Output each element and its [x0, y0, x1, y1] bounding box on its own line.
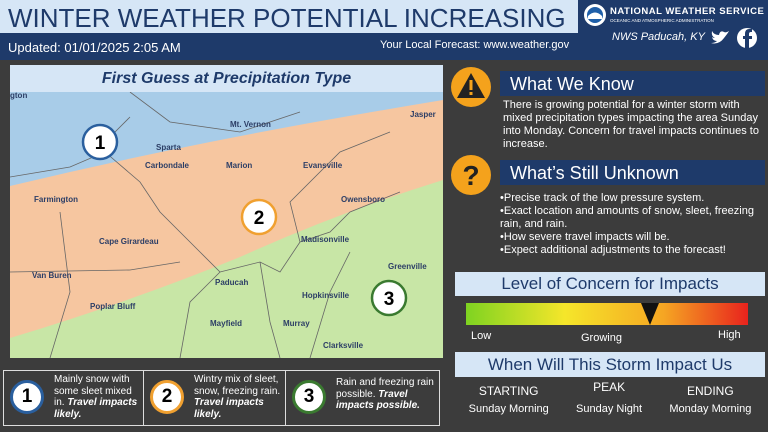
city: Van Buren [32, 271, 72, 280]
office: NWS Paducah, KY [612, 31, 705, 43]
warning-icon [451, 67, 491, 107]
know-bar: What We Know [500, 71, 765, 96]
legend-desc: Rain and freezing rain possible. [336, 377, 434, 400]
zone-label: 2 [254, 208, 265, 229]
city: Mayfield [210, 319, 242, 328]
concern-low: Low [471, 330, 492, 342]
title: WINTER WEATHER POTENTIAL INCREASING [8, 3, 566, 33]
legend-text: Rain and freezing rain possible. Travel … [336, 377, 436, 412]
timing-title: When Will This Storm Impact Us [455, 352, 765, 377]
timing-label: PEAK [593, 380, 626, 394]
bullet: •Expect additional adjustments to the fo… [500, 244, 726, 256]
timing-col: PEAK Sunday Night [576, 380, 642, 415]
social-icons [711, 28, 757, 48]
map: gton Mt. Vernon Jasper Sparta Evansville… [10, 92, 443, 358]
timing-label: STARTING [478, 384, 539, 398]
legend-impact: Travel impacts likely. [194, 397, 264, 420]
timing-value: Monday Morning [669, 403, 752, 415]
legend-number: 2 [150, 380, 184, 414]
legend-desc: Wintry mix of sleet, snow, freezing rain… [194, 374, 281, 397]
know-text: There is growing potential for a winter … [503, 99, 759, 150]
city: Evansville [303, 161, 343, 170]
city: Greenville [388, 262, 427, 271]
zone-markers: 1 2 3 [81, 123, 408, 317]
city: Owensboro [341, 195, 385, 204]
unknown-list: •Precise track of the low pressure syste… [500, 192, 762, 257]
concern-growing: Growing [581, 332, 622, 344]
legend-desc: Mainly snow with some sleet mixed in. [54, 374, 132, 408]
city: Marion [226, 161, 252, 170]
zone-label: 3 [384, 289, 395, 310]
agency-block: NATIONAL WEATHER SERVICE OCEANIC AND ATM… [578, 0, 768, 60]
legend-text: Wintry mix of sleet, snow, freezing rain… [194, 374, 284, 420]
concern-scale [466, 303, 748, 325]
subheader: Updated: 01/01/2025 2:05 AM Your Local F… [0, 33, 578, 60]
timing-label: ENDING [687, 384, 734, 398]
question-icon: ? [451, 155, 491, 195]
legend-number: 1 [10, 380, 44, 414]
noaa-logo [584, 4, 606, 26]
timing-value: Sunday Morning [468, 403, 549, 415]
city: Clarksville [323, 341, 364, 350]
city: Cape Girardeau [99, 237, 159, 246]
timing-columns: STARTING Sunday Morning PEAK Sunday Night … [455, 380, 765, 415]
legend-impact: Travel impacts likely. [54, 397, 138, 420]
concern-title: Level of Concern for Impacts [455, 272, 765, 296]
city: Hopkinsville [302, 291, 350, 300]
city: Murray [283, 319, 310, 328]
city: Madisonville [301, 235, 350, 244]
unknown-title: What’s Still Unknown [510, 163, 679, 183]
city: Poplar Bluff [90, 302, 136, 311]
agency-sub: OCEANIC AND ATMOSPHERIC ADMINISTRATION [610, 18, 714, 23]
updated: Updated: 01/01/2025 2:05 AM [8, 40, 181, 55]
concern-high: High [718, 329, 741, 341]
agency: NATIONAL WEATHER SERVICE [610, 6, 765, 17]
cities: gton Mt. Vernon Jasper Sparta Evansville… [10, 92, 436, 350]
city: Jasper [410, 110, 436, 119]
title-bar: WINTER WEATHER POTENTIAL INCREASING [0, 0, 578, 33]
city: Farmington [34, 195, 78, 204]
timing-value: Sunday Night [576, 403, 643, 415]
legend-text: Mainly snow with some sleet mixed in. Tr… [54, 374, 142, 420]
legend-item: 3 Rain and freezing rain possible. Trave… [285, 370, 440, 426]
legend-number: 3 [292, 380, 326, 414]
map-title: First Guess at Precipitation Type [10, 65, 443, 92]
city: Mt. Vernon [230, 120, 271, 129]
legend-impact: Travel impacts possible. [336, 388, 420, 412]
timing-col: STARTING Sunday Morning [469, 380, 549, 415]
forecast-link: Your Local Forecast: www.weather.gov [380, 39, 570, 51]
city: gton [10, 92, 27, 100]
city: Sparta [156, 143, 181, 152]
bullet: •Exact location and amounts of snow, sle… [500, 205, 754, 230]
unknown-bar: What’s Still Unknown [500, 160, 765, 185]
bullet: •How severe travel impacts will be. [500, 231, 670, 243]
svg-text:?: ? [462, 160, 479, 191]
legend-item: 1 Mainly snow with some sleet mixed in. … [3, 370, 144, 426]
know-title: What We Know [510, 74, 634, 94]
timing-col: ENDING Monday Morning [669, 380, 751, 415]
zone-label: 1 [95, 133, 106, 154]
city: Paducah [215, 278, 248, 287]
legend-item: 2 Wintry mix of sleet, snow, freezing ra… [143, 370, 286, 426]
bullet: •Precise track of the low pressure syste… [500, 192, 705, 204]
city: Carbondale [145, 161, 190, 170]
